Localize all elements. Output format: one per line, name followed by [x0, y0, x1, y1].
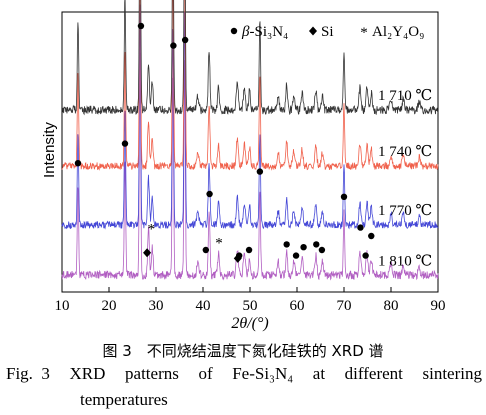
legend-entry-label: Al₂Y₄O₉: [372, 24, 424, 40]
series-labels: 1 810 ℃ 1 770 ℃ 1 740 ℃ 1 710 ℃: [378, 88, 432, 269]
series-label: 1 770 ℃: [378, 203, 432, 219]
si-marker: [143, 248, 152, 258]
peak-markers: **: [74, 22, 375, 263]
caption-word: different: [344, 364, 403, 383]
xrd-chart: ** 1 810 ℃1 770 ℃1 740 ℃1 710 ℃ 10 20 30 40…: [41, 0, 446, 332]
si3n4-marker: [181, 36, 189, 44]
si3n4-marker: [256, 168, 264, 175]
al2y4o9-marker: *: [148, 222, 156, 238]
series-line: [61, 0, 439, 116]
caption-word: Fe-Si₃N₄: [232, 364, 294, 383]
si3n4-marker: [206, 190, 213, 198]
x-tick-label: 90: [431, 298, 446, 314]
caption-word: XRD: [69, 364, 106, 383]
series-label: 1 710 ℃: [378, 88, 432, 104]
legend-asterisk-marker: *: [360, 25, 368, 41]
x-tick-label: 70: [337, 298, 352, 314]
x-tick-label: 50: [243, 298, 258, 314]
series-line: [61, 4, 439, 230]
x-tick-label: 60: [290, 298, 305, 314]
series-label: 1 740 ℃: [378, 144, 432, 160]
caption-word: of: [198, 364, 213, 383]
si-marker: [233, 253, 242, 263]
legend-entry-label: β-Si₃N₄: [241, 24, 288, 40]
si3n4-marker: [300, 244, 307, 251]
legend-entry-label: Si: [321, 24, 334, 40]
y-axis-label: Intensity: [41, 122, 58, 178]
si3n4-marker: [313, 241, 320, 248]
al2y4o9-marker: *: [215, 236, 223, 252]
legend: β-Si₃N₄ Si * Al₂Y₄O₉: [230, 24, 424, 41]
si3n4-marker: [368, 232, 375, 240]
series-label: 1 810 ℃: [378, 253, 432, 269]
figure-caption-english-line2: temperatures: [80, 390, 168, 409]
legend-diamond-marker: [309, 26, 317, 36]
caption-word: sintering: [422, 364, 482, 383]
si3n4-marker: [340, 193, 348, 200]
si3n4-marker: [137, 22, 145, 30]
si3n4-marker: [292, 252, 300, 259]
legend-circle-marker: [230, 27, 238, 35]
si3n4-marker: [362, 252, 369, 259]
si3n4-marker: [283, 241, 290, 248]
caption-word: patterns: [125, 364, 179, 383]
si3n4-marker: [121, 140, 129, 147]
x-axis-label: 2θ/(°): [231, 315, 268, 332]
x-ticks: 10 20 30 40 50 60 70 80 90: [55, 287, 446, 314]
caption-word: at: [312, 364, 326, 383]
x-tick-label: 40: [196, 298, 211, 314]
si3n4-marker: [202, 246, 210, 254]
figure-caption-chinese: 图 3 不同烧结温度下氮化硅铁的 XRD 谱: [102, 342, 384, 360]
si3n4-marker: [245, 246, 253, 254]
caption-word: Fig. 3: [6, 364, 50, 383]
series-group: [61, 0, 439, 281]
si3n4-marker: [74, 160, 82, 167]
figure-caption-english-line1: Fig. 3 XRD patterns of Fe-Si₃N₄ at diffe…: [6, 364, 482, 384]
si3n4-marker: [357, 224, 364, 231]
x-tick-label: 20: [102, 298, 117, 314]
x-tick-label: 30: [149, 298, 164, 314]
x-tick-label: 10: [55, 298, 70, 314]
si3n4-marker: [170, 42, 177, 49]
series-line: [61, 52, 439, 281]
si3n4-marker: [318, 246, 326, 254]
series-line: [61, 0, 439, 171]
x-tick-label: 80: [384, 298, 399, 314]
